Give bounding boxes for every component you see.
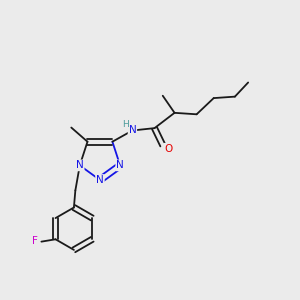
Text: O: O <box>164 144 172 154</box>
Text: N: N <box>96 175 104 185</box>
Text: N: N <box>76 160 84 170</box>
Text: H: H <box>123 119 129 128</box>
Text: F: F <box>32 236 38 246</box>
Text: N: N <box>129 125 136 136</box>
Text: N: N <box>116 160 124 170</box>
